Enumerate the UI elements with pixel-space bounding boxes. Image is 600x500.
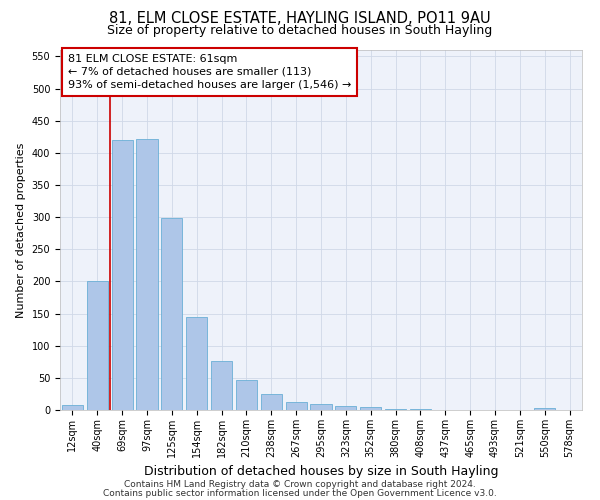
Bar [161,218,182,410]
Bar [335,406,356,410]
Bar [310,404,332,410]
Bar [112,140,133,410]
Y-axis label: Number of detached properties: Number of detached properties [16,142,26,318]
Bar [211,361,232,410]
Bar [261,394,282,410]
Bar [186,318,207,410]
Bar [360,407,381,410]
X-axis label: Distribution of detached houses by size in South Hayling: Distribution of detached houses by size … [144,466,498,478]
Text: 81 ELM CLOSE ESTATE: 61sqm
← 7% of detached houses are smaller (113)
93% of semi: 81 ELM CLOSE ESTATE: 61sqm ← 7% of detac… [68,54,351,90]
Text: 81, ELM CLOSE ESTATE, HAYLING ISLAND, PO11 9AU: 81, ELM CLOSE ESTATE, HAYLING ISLAND, PO… [109,11,491,26]
Text: Size of property relative to detached houses in South Hayling: Size of property relative to detached ho… [107,24,493,37]
Text: Contains public sector information licensed under the Open Government Licence v3: Contains public sector information licen… [103,488,497,498]
Text: Contains HM Land Registry data © Crown copyright and database right 2024.: Contains HM Land Registry data © Crown c… [124,480,476,489]
Bar [62,405,83,410]
Bar [534,408,555,410]
Bar [236,380,257,410]
Bar [286,402,307,410]
Bar [136,138,158,410]
Bar [87,282,108,410]
Bar [385,408,406,410]
